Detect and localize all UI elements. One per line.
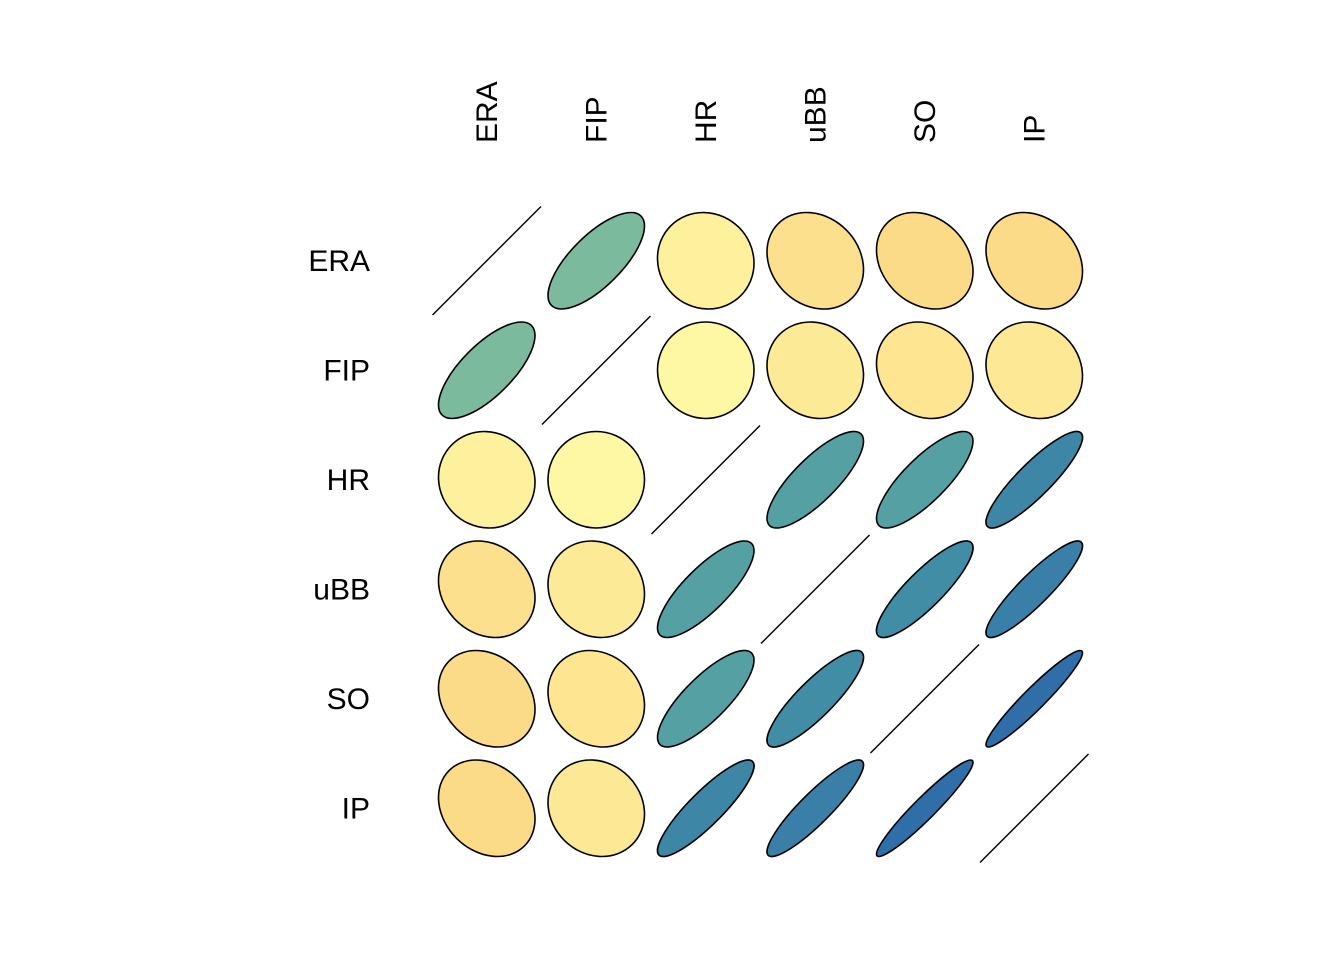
- cell-ubb-era-ellipse: [437, 540, 536, 639]
- row-label-era: ERA: [308, 245, 370, 278]
- cell-hr-hr-diagonal-line: [651, 425, 761, 535]
- cell-fip-hr-ellipse: [656, 321, 755, 420]
- column-labels: ERA FIP HR uBB SO IP: [471, 81, 1052, 143]
- cell-so-so-diagonal-line: [870, 644, 980, 754]
- cell-so-era-ellipse: [437, 649, 536, 748]
- row-label-so: SO: [327, 683, 370, 716]
- cell-hr-so-ellipse: [875, 430, 974, 529]
- cell-hr-ubb-ellipse: [766, 430, 865, 529]
- cell-ubb-hr-ellipse: [656, 540, 755, 639]
- cell-ubb-so-ellipse: [875, 540, 974, 639]
- cell-so-fip-ellipse: [547, 649, 646, 748]
- cell-era-fip-ellipse: [547, 211, 646, 310]
- col-label-so: SO: [909, 100, 942, 143]
- cell-so-ip-ellipse: [985, 649, 1084, 748]
- row-label-hr: HR: [327, 464, 370, 497]
- matrix-cells: [432, 206, 1089, 863]
- cell-era-era-diagonal-line: [432, 206, 542, 316]
- cell-hr-ip-ellipse: [985, 430, 1084, 529]
- row-label-ubb: uBB: [313, 573, 370, 606]
- cell-so-ubb-ellipse: [766, 649, 865, 748]
- cell-fip-ip-ellipse: [985, 321, 1084, 420]
- cell-ip-era-ellipse: [437, 759, 536, 858]
- cell-era-ip-ellipse: [985, 211, 1084, 310]
- col-label-era: ERA: [471, 81, 504, 143]
- cell-era-so-ellipse: [875, 211, 974, 310]
- col-label-hr: HR: [690, 100, 723, 143]
- row-label-ip: IP: [342, 792, 370, 825]
- cell-ip-fip-ellipse: [547, 759, 646, 858]
- col-label-ubb: uBB: [799, 86, 832, 143]
- row-labels: ERA FIP HR uBB SO IP: [308, 245, 370, 826]
- cell-ip-ip-diagonal-line: [979, 753, 1089, 863]
- cell-ip-ubb-ellipse: [766, 759, 865, 858]
- col-label-ip: IP: [1018, 115, 1051, 143]
- cell-hr-fip-ellipse: [547, 430, 646, 529]
- cell-hr-era-ellipse: [437, 430, 536, 529]
- cell-era-hr-ellipse: [656, 211, 755, 310]
- cell-fip-ubb-ellipse: [766, 321, 865, 420]
- cell-ip-hr-ellipse: [656, 759, 755, 858]
- row-label-fip: FIP: [323, 354, 370, 387]
- cell-fip-so-ellipse: [875, 321, 974, 420]
- cell-ubb-ubb-diagonal-line: [760, 534, 870, 644]
- cell-so-hr-ellipse: [656, 649, 755, 748]
- col-label-fip: FIP: [580, 96, 613, 143]
- cell-era-ubb-ellipse: [766, 211, 865, 310]
- cell-fip-era-ellipse: [437, 321, 536, 420]
- cell-ubb-ip-ellipse: [985, 540, 1084, 639]
- cell-ubb-fip-ellipse: [547, 540, 646, 639]
- cell-ip-so-ellipse: [875, 759, 974, 858]
- cell-fip-fip-diagonal-line: [541, 315, 651, 425]
